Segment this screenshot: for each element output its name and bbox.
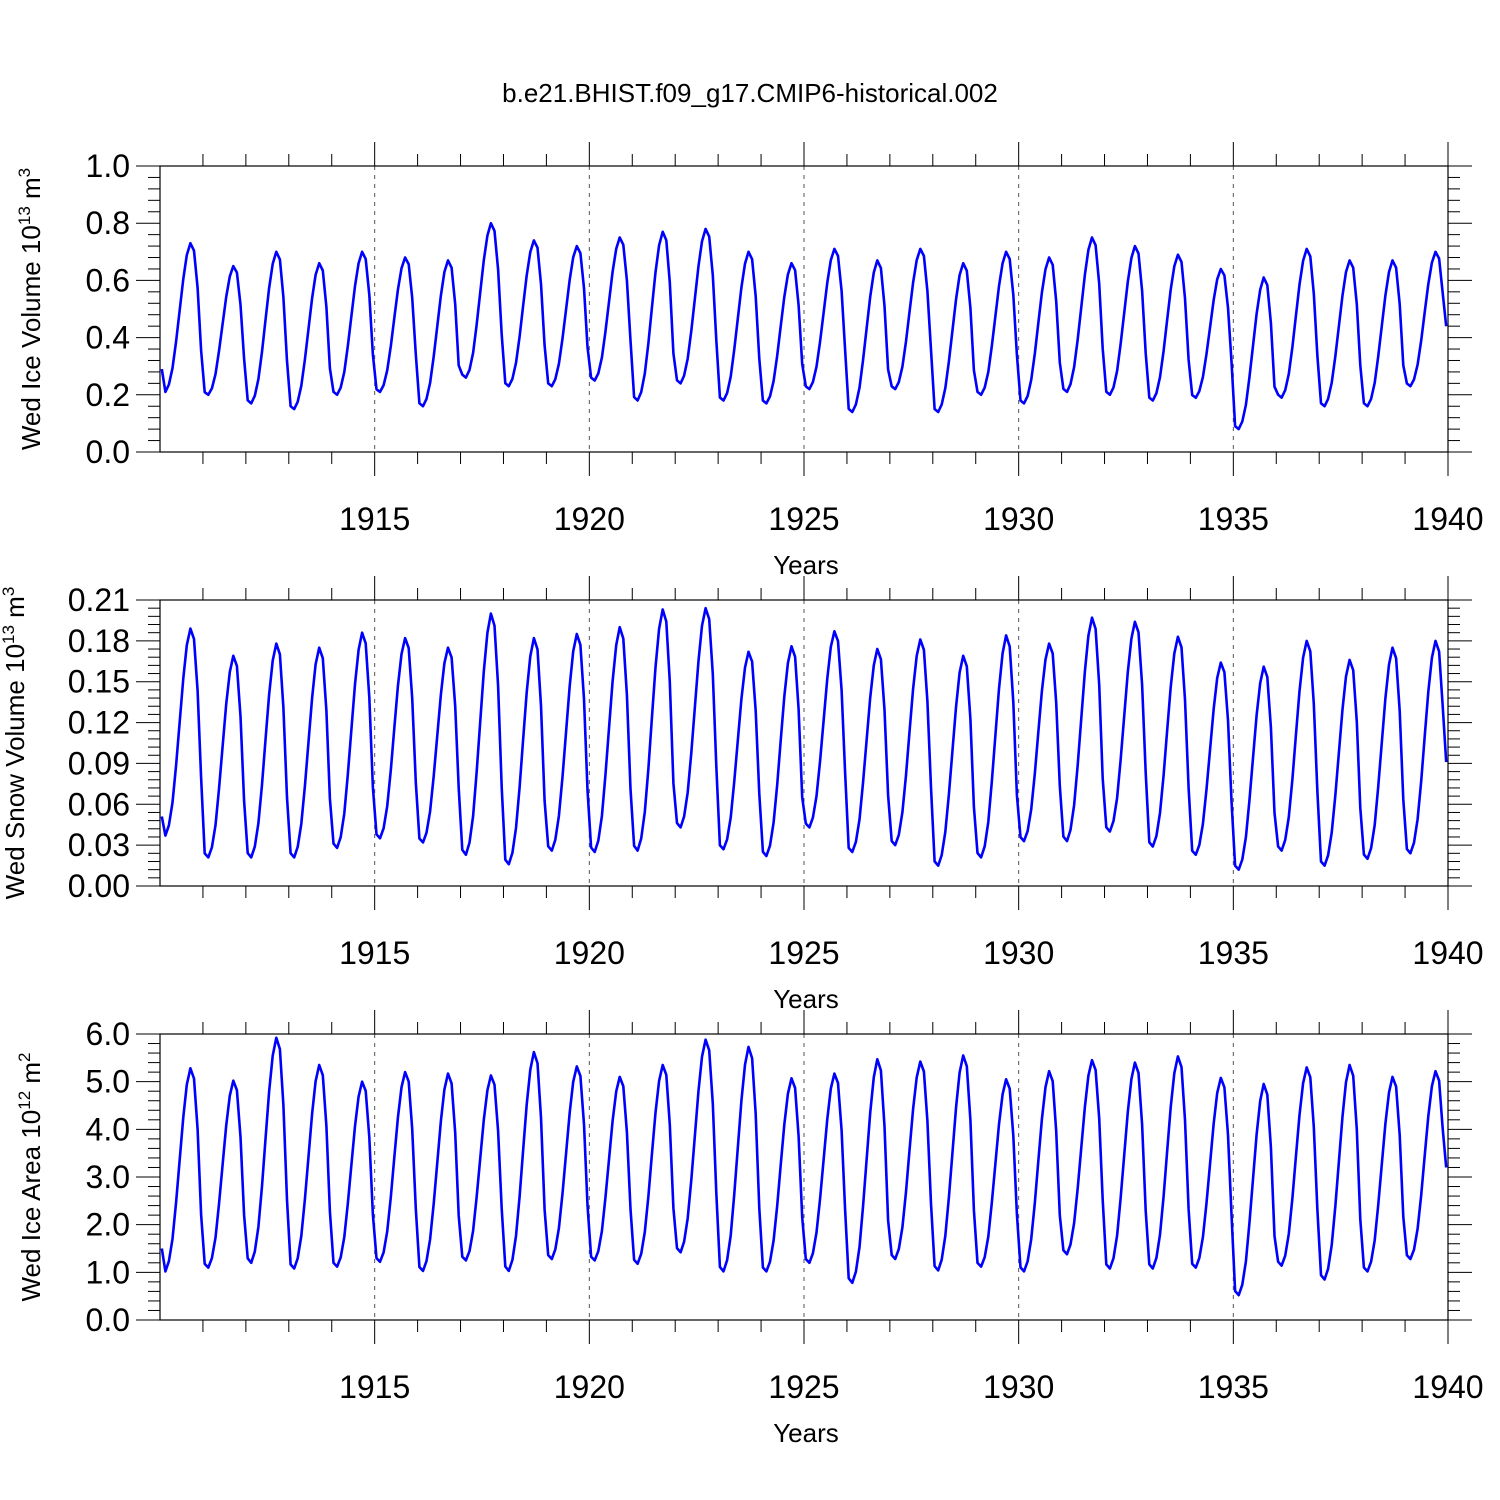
y-tick-label: 1.0 — [86, 148, 130, 184]
x-tick-label: 1915 — [339, 935, 410, 971]
y-axis-label-unit: m — [16, 177, 46, 206]
plot-frame — [159, 599, 1449, 887]
x-axis-label: Years — [773, 550, 839, 580]
panel-3: 0.0 1.0 2.0 3.0 4.0 5.0 6.0 1915 1920 1925 1930 193… — [15, 1010, 1484, 1448]
y-axis-label-unit: m — [0, 596, 30, 625]
series-line-wed-ice-area — [160, 1036, 1448, 1297]
y-tick-label: 0.21 — [68, 582, 130, 618]
y-tick-label: 2.0 — [86, 1207, 130, 1243]
plot-frame — [159, 165, 1449, 453]
y-tick-label: 0.00 — [68, 868, 130, 904]
y-tick-label: 0.09 — [68, 745, 130, 781]
series-line-wed-ice-volume — [160, 221, 1448, 431]
y-axis-label-unit-exponent: 2 — [15, 1052, 34, 1061]
x-tick-label: 1925 — [768, 501, 839, 537]
y-axis-label-exponent: 13 — [0, 625, 18, 644]
x-tick-label: 1930 — [983, 935, 1054, 971]
x-tick-label: 1915 — [339, 1369, 410, 1405]
y-tick-label: 0.12 — [68, 705, 130, 741]
x-tick-label: 1930 — [983, 1369, 1054, 1405]
y-tick-label: 5.0 — [86, 1064, 130, 1100]
y-tick-label: 0.6 — [86, 262, 130, 298]
y-tick-label: 0.15 — [68, 664, 130, 700]
x-tick-label: 1925 — [768, 935, 839, 971]
y-tick-label: 0.4 — [86, 320, 130, 356]
y-axis-label-exponent: 12 — [15, 1091, 34, 1110]
y-tick-label: 3.0 — [86, 1159, 130, 1195]
y-axis-label-unit-exponent: 3 — [15, 168, 34, 177]
y-axis-label-text: Wed Snow Volume 10 — [0, 644, 30, 899]
x-tick-label: 1925 — [768, 1369, 839, 1405]
x-tick-label: 1935 — [1198, 501, 1269, 537]
y-tick-label: 0.03 — [68, 827, 130, 863]
series-line-wed-snow-volume — [160, 606, 1448, 871]
x-axis-label: Years — [773, 984, 839, 1014]
y-axis-label: Wed Snow Volume 1013 m3 — [0, 587, 30, 900]
x-tick-label: 1940 — [1412, 935, 1483, 971]
y-axis-label-unit: m — [16, 1062, 46, 1091]
panel-1: 0.0 0.2 0.4 0.6 0.8 1.0 1915 1920 1925 1930 1935 19… — [15, 142, 1484, 580]
x-axis-label: Years — [773, 1418, 839, 1448]
x-tick-label: 1915 — [339, 501, 410, 537]
y-axis-label: Wed Ice Volume 1013 m3 — [15, 168, 46, 450]
y-tick-label: 6.0 — [86, 1016, 130, 1052]
y-tick-label: 0.0 — [86, 1302, 130, 1338]
y-axis-label-unit-exponent: 3 — [0, 587, 18, 596]
y-axis-label-exponent: 13 — [15, 206, 34, 225]
x-tick-label: 1920 — [554, 1369, 625, 1405]
y-axis-label-text: Wed Ice Area 10 — [16, 1110, 46, 1302]
y-tick-label: 0.0 — [86, 434, 130, 470]
y-tick-label: 0.18 — [68, 623, 130, 659]
y-tick-label: 0.06 — [68, 786, 130, 822]
x-tick-label: 1920 — [554, 935, 625, 971]
y-tick-label: 4.0 — [86, 1111, 130, 1147]
y-tick-label: 1.0 — [86, 1254, 130, 1290]
chart-title: b.e21.BHIST.f09_g17.CMIP6-historical.002 — [502, 78, 998, 108]
x-tick-label: 1940 — [1412, 501, 1483, 537]
panel-2: 0.00 0.03 0.06 0.09 0.12 0.15 0.18 0.21 1915 1920… — [0, 576, 1484, 1014]
x-tick-label: 1935 — [1198, 935, 1269, 971]
y-axis-label: Wed Ice Area 1012 m2 — [15, 1052, 46, 1301]
y-axis-label-text: Wed Ice Volume 10 — [16, 225, 46, 450]
x-tick-label: 1920 — [554, 501, 625, 537]
x-tick-label: 1930 — [983, 501, 1054, 537]
x-tick-label: 1935 — [1198, 1369, 1269, 1405]
x-tick-label: 1940 — [1412, 1369, 1483, 1405]
y-tick-label: 0.8 — [86, 205, 130, 241]
y-tick-label: 0.2 — [86, 377, 130, 413]
plot-frame — [159, 1033, 1449, 1321]
